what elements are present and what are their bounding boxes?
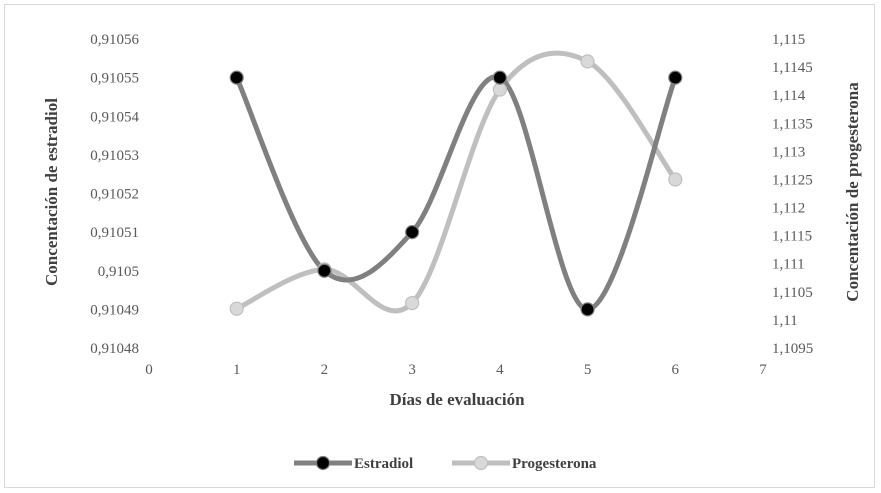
y-right-tick-label: 1,1145 bbox=[772, 60, 813, 76]
data-point-estradiol bbox=[229, 70, 244, 85]
x-tick-label: 3 bbox=[408, 362, 416, 378]
y-left-tick-label: 0,91048 bbox=[90, 341, 139, 357]
data-point-estradiol bbox=[317, 263, 332, 278]
y-left-tick-label: 0,91056 bbox=[90, 32, 139, 48]
y-right-tick-label: 1,112 bbox=[772, 201, 805, 217]
series-points bbox=[229, 54, 683, 317]
data-point-progesterona bbox=[580, 54, 595, 69]
data-point-estradiol bbox=[580, 302, 595, 317]
y-left-tick-label: 0,9105 bbox=[98, 264, 139, 280]
data-point-progesterona bbox=[492, 82, 507, 97]
x-tick-label: 5 bbox=[584, 362, 592, 378]
y-right-tick-label: 1,1125 bbox=[772, 172, 813, 188]
data-point-progesterona bbox=[668, 172, 683, 187]
x-tick-label: 6 bbox=[672, 362, 680, 378]
y-right-tick-label: 1,1115 bbox=[772, 229, 812, 245]
legend-marker-progesterona bbox=[473, 455, 489, 471]
x-tick-label: 4 bbox=[496, 362, 504, 378]
y-right-tick-label: 1,11 bbox=[772, 313, 798, 329]
data-point-estradiol bbox=[668, 70, 683, 85]
data-point-progesterona bbox=[405, 295, 420, 311]
data-point-estradiol bbox=[405, 225, 420, 240]
y-right-tick-label: 1,1095 bbox=[772, 341, 813, 357]
legend: Estradiol Progesterona bbox=[294, 455, 597, 472]
x-axis-title: Días de evaluación bbox=[389, 390, 525, 409]
y-left-tick-label: 0,91052 bbox=[90, 187, 139, 203]
y-right-tick-label: 1,1105 bbox=[772, 285, 813, 301]
series-lines bbox=[234, 50, 678, 314]
y-right-tick-labels: 1,1095 1,11 1,1105 1,111 1,1115 1,112 1,1125 1,… bbox=[772, 32, 813, 357]
y-left-tick-labels: 0,91048 0,91049 0,9105 0,91051 0,91052 0,9105… bbox=[90, 32, 139, 357]
legend-marker-estradiol bbox=[315, 455, 331, 471]
y-left-tick-label: 0,91049 bbox=[90, 302, 139, 318]
x-tick-label: 7 bbox=[759, 362, 767, 378]
x-tick-label: 0 bbox=[145, 362, 153, 378]
y-right-tick-label: 1,115 bbox=[772, 32, 805, 48]
y-left-tick-label: 0,91054 bbox=[90, 109, 139, 125]
y-left-tick-label: 0,91055 bbox=[90, 71, 139, 87]
data-point-progesterona bbox=[229, 301, 244, 316]
legend-item-estradiol: Estradiol bbox=[294, 455, 413, 472]
y-left-tick-label: 0,91053 bbox=[90, 148, 139, 164]
y-left-tick-label: 0,91051 bbox=[90, 225, 139, 241]
legend-label-estradiol: Estradiol bbox=[354, 456, 413, 472]
legend-label-progesterona: Progesterona bbox=[512, 456, 597, 472]
x-tick-label: 1 bbox=[233, 362, 241, 378]
data-point-estradiol bbox=[492, 70, 507, 85]
y-left-axis-title: Concentación de estradiol bbox=[42, 98, 61, 286]
legend-item-progesterona: Progesterona bbox=[452, 455, 597, 472]
x-tick-labels: 0 1 2 3 4 5 6 7 bbox=[145, 362, 767, 378]
y-right-tick-label: 1,113 bbox=[772, 144, 805, 160]
series-line-progesterona bbox=[234, 50, 678, 314]
y-right-axis-title: Concentación de progesterona bbox=[843, 82, 862, 302]
y-right-tick-label: 1,111 bbox=[772, 257, 805, 273]
y-right-tick-label: 1,1135 bbox=[772, 116, 813, 132]
x-tick-label: 2 bbox=[321, 362, 329, 378]
y-right-tick-label: 1,114 bbox=[772, 88, 806, 104]
series-line-estradiol bbox=[234, 74, 678, 312]
